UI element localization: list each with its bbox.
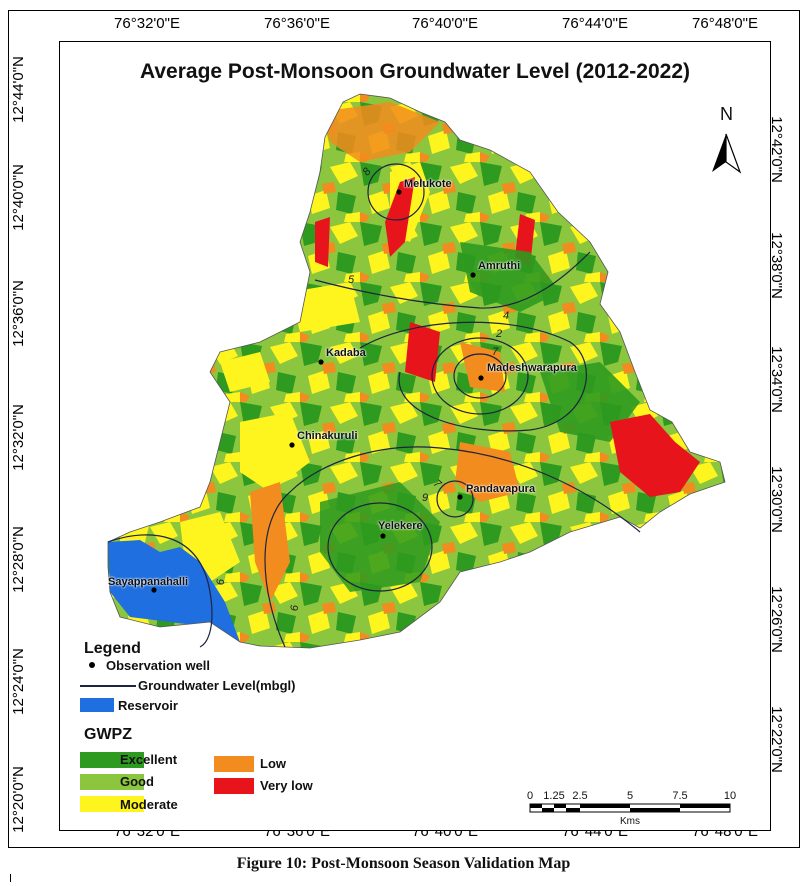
observation-wells [151,189,484,593]
scale-bar: 0 1.25 2.5 5 7.5 10 Kms [526,790,740,830]
lat-label-left: 12°40'0"N [9,164,27,231]
contour-value-label: 7 [492,346,499,358]
observation-well-icon [89,662,95,668]
place-label-chinakuruli: Chinakuruli [297,430,358,442]
map-frame: 76°32'0"E 76°36'0"E 76°40'0"E 76°44'0"E … [8,10,800,848]
scale-tick-label: 0 [526,790,534,802]
lat-label-left: 12°44'0"N [9,56,27,123]
scale-tick-label: 7.5 [672,790,688,802]
contour-line [359,321,587,432]
gwpz-swatch-good [80,774,144,790]
gwpz-label-moderate: Moderate [120,797,178,812]
place-label-madeshwarapura: Madeshwarapura [487,362,577,374]
north-arrow-icon [712,133,742,174]
gwpz-heading: GWPZ [84,726,132,743]
map-panel: Average Post-Monsoon Groundwater Level (… [59,41,771,831]
north-label: N [720,104,733,124]
gwpz-swatch-low [214,756,254,772]
contour-value-label: 4 [503,310,510,322]
contour-value-label: 6 [289,604,302,612]
place-label-yelekere: Yelekere [378,520,423,532]
contour-value-label: 2 [496,328,503,340]
observation-well [289,442,295,448]
observation-well [396,189,402,195]
groundwater-contours [107,163,641,648]
place-label-kadaba: Kadaba [326,347,366,359]
legend-observation-well: Observation well [106,658,211,673]
legend-groundwater-level: Groundwater Level(mbgl) [138,678,296,693]
lon-label-top: 76°48'0"E [692,15,758,32]
scale-tick-label: 1.25 [543,790,565,802]
gwpz-label-excellent: Excellent [120,752,178,767]
lon-label-top: 76°40'0"E [412,15,478,32]
district-boundary [107,93,726,649]
contour-line [314,251,591,309]
observation-well [318,359,324,365]
lon-label-top: 76°44'0"E [562,15,628,32]
contour-value-label: 9 [422,492,429,504]
place-label-amruthi: Amruthi [478,260,521,272]
contour-line [367,163,425,221]
observation-well [457,494,463,500]
legend-heading: Legend [84,640,141,657]
scale-unit: Kms [620,816,640,827]
place-label-melukote: Melukote [404,178,452,190]
lon-label-top: 76°32'0"E [114,15,180,32]
legend-reservoir: Reservoir [118,698,178,713]
observation-well [151,587,157,593]
contour-line [431,337,529,415]
lat-label-left: 12°20'0"N [9,766,27,833]
margin-mark [10,874,11,882]
contour-line [327,502,433,592]
gwpz-map-svg [107,93,742,813]
lat-label-left: 12°32'0"N [9,404,27,471]
scale-tick-label: 2.5 [572,790,588,802]
legend: Legend Observation well Groundwater Leve… [80,640,380,820]
observation-well [470,272,476,278]
contour-line [436,480,474,518]
observation-well [380,533,386,539]
lon-label-top: 76°36'0"E [264,15,330,32]
gwpz-swatch-moderate [80,796,144,812]
contour-line [107,534,213,648]
scale-bar-graphic [529,803,731,813]
gwpz-label-very-low: Very low [260,778,313,793]
gwpz-swatch-very-low [214,778,254,794]
observation-well [478,375,484,381]
lat-label-left: 12°36'0"N [9,280,27,347]
place-label-pandavapura: Pandavapura [466,483,536,495]
contour-line [453,353,507,399]
contour-value-label: 5 [348,274,355,286]
map-title: Average Post-Monsoon Groundwater Level (… [139,60,691,83]
scale-tick-label: 5 [626,790,634,802]
scale-tick-label: 10 [723,790,737,802]
figure-caption: Figure 10: Post-Monsoon Season Validatio… [236,855,571,872]
contour-value-label: 6 [215,578,228,586]
gwpz-swatch-excellent [80,752,144,768]
lat-label-left: 12°28'0"N [9,526,27,593]
contour-line-icon [80,685,136,687]
gwpz-label-low: Low [260,756,286,771]
lat-label-left: 12°24'0"N [9,648,27,715]
place-label-sayappanahalli: Sayappanahalli [108,576,189,588]
gwpz-label-good: Good [120,774,154,789]
contour-line [264,446,641,648]
reservoir-swatch [80,698,114,712]
